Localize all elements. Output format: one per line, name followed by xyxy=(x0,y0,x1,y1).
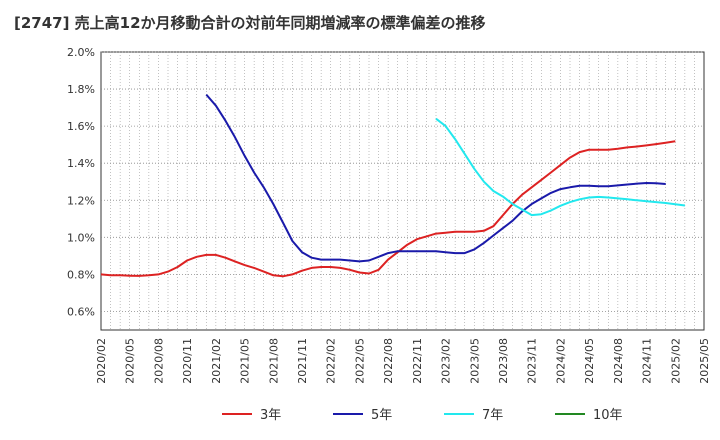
x-tick-label: 2022/11 xyxy=(411,338,424,384)
x-tick-label: 2023/05 xyxy=(468,338,481,384)
series-line-3年 xyxy=(100,140,676,278)
y-tick-label: 2.0% xyxy=(67,46,95,59)
x-tick-label: 2025/02 xyxy=(669,338,682,384)
chart-title: [2747] 売上高12か月移動合計の対前年同期増減率の標準偏差の推移 xyxy=(14,14,486,32)
x-tick-label: 2022/02 xyxy=(325,338,338,384)
x-tick-label: 2022/05 xyxy=(353,338,366,384)
x-tick-label: 2024/11 xyxy=(641,338,654,384)
x-tick-label: 2021/11 xyxy=(296,338,309,384)
y-tick-label: 1.6% xyxy=(67,120,95,133)
x-tick-label: 2020/08 xyxy=(152,338,165,384)
x-tick-label: 2024/05 xyxy=(583,338,596,384)
x-tick-label: 2023/11 xyxy=(526,338,539,384)
y-tick-label: 0.6% xyxy=(67,305,95,318)
x-tick-label: 2024/02 xyxy=(554,338,567,384)
x-tick-label: 2021/05 xyxy=(239,338,252,384)
y-tick-label: 0.8% xyxy=(67,268,95,281)
legend-label: 7年 xyxy=(482,408,503,423)
y-tick-label: 1.0% xyxy=(67,231,95,244)
x-tick-label: 2020/05 xyxy=(124,338,137,384)
x-tick-label: 2020/11 xyxy=(181,338,194,384)
legend-label: 5年 xyxy=(371,408,392,423)
legend-label: 10年 xyxy=(593,408,623,423)
x-tick-label: 2020/02 xyxy=(95,338,108,384)
legend-label: 3年 xyxy=(260,408,281,423)
x-tick-label: 2024/08 xyxy=(612,338,625,384)
y-tick-label: 1.4% xyxy=(67,157,95,170)
series-line-7年 xyxy=(435,117,686,217)
x-tick-label: 2022/08 xyxy=(382,338,395,384)
x-tick-label: 2023/02 xyxy=(440,338,453,384)
x-tick-label: 2021/02 xyxy=(210,338,223,384)
x-tick-label: 2023/08 xyxy=(497,338,510,384)
x-tick-label: 2025/05 xyxy=(698,338,711,384)
y-tick-label: 1.8% xyxy=(67,83,95,96)
y-tick-label: 1.2% xyxy=(67,194,95,207)
plot-frame xyxy=(100,51,705,331)
series-line-5年 xyxy=(205,93,666,263)
x-tick-label: 2021/08 xyxy=(267,338,280,384)
